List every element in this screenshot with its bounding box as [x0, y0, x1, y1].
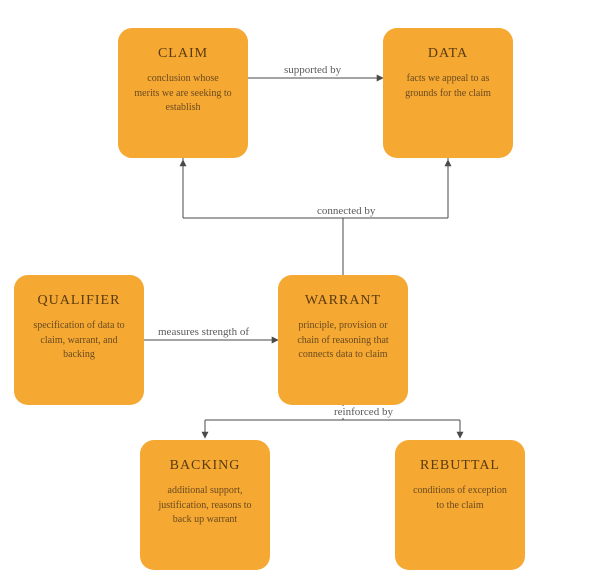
edge-label-connected-by: connected by — [315, 205, 377, 217]
node-desc: conditions of exception to the claim — [405, 484, 515, 513]
node-desc: specification of data to claim, warrant,… — [24, 319, 134, 363]
node-desc: conclusion whose merits we are seeking t… — [128, 72, 238, 116]
node-title: CLAIM — [158, 46, 208, 62]
node-title: DATA — [428, 46, 468, 62]
node-title: QUALIFIER — [38, 293, 121, 309]
node-rebuttal: REBUTTAL conditions of exception to the … — [395, 440, 525, 570]
node-desc: principle, provision or chain of reasoni… — [288, 319, 398, 363]
node-claim: CLAIM conclusion whose merits we are see… — [118, 28, 248, 158]
node-title: REBUTTAL — [420, 458, 500, 474]
node-title: BACKING — [170, 458, 241, 474]
node-desc: facts we appeal to as grounds for the cl… — [393, 72, 503, 101]
node-qualifier: QUALIFIER specification of data to claim… — [14, 275, 144, 405]
diagram-canvas: supported by connected by measures stren… — [0, 0, 605, 584]
node-warrant: WARRANT principle, provision or chain of… — [278, 275, 408, 405]
edge-label-reinforced-by: reinforced by — [332, 406, 395, 418]
edge-label-supported-by: supported by — [282, 64, 343, 76]
edge-label-measures-strength: measures strength of — [156, 326, 251, 338]
node-data: DATA facts we appeal to as grounds for t… — [383, 28, 513, 158]
node-title: WARRANT — [305, 293, 381, 309]
node-backing: BACKING additional support, justificatio… — [140, 440, 270, 570]
node-desc: additional support, justification, reaso… — [150, 484, 260, 528]
